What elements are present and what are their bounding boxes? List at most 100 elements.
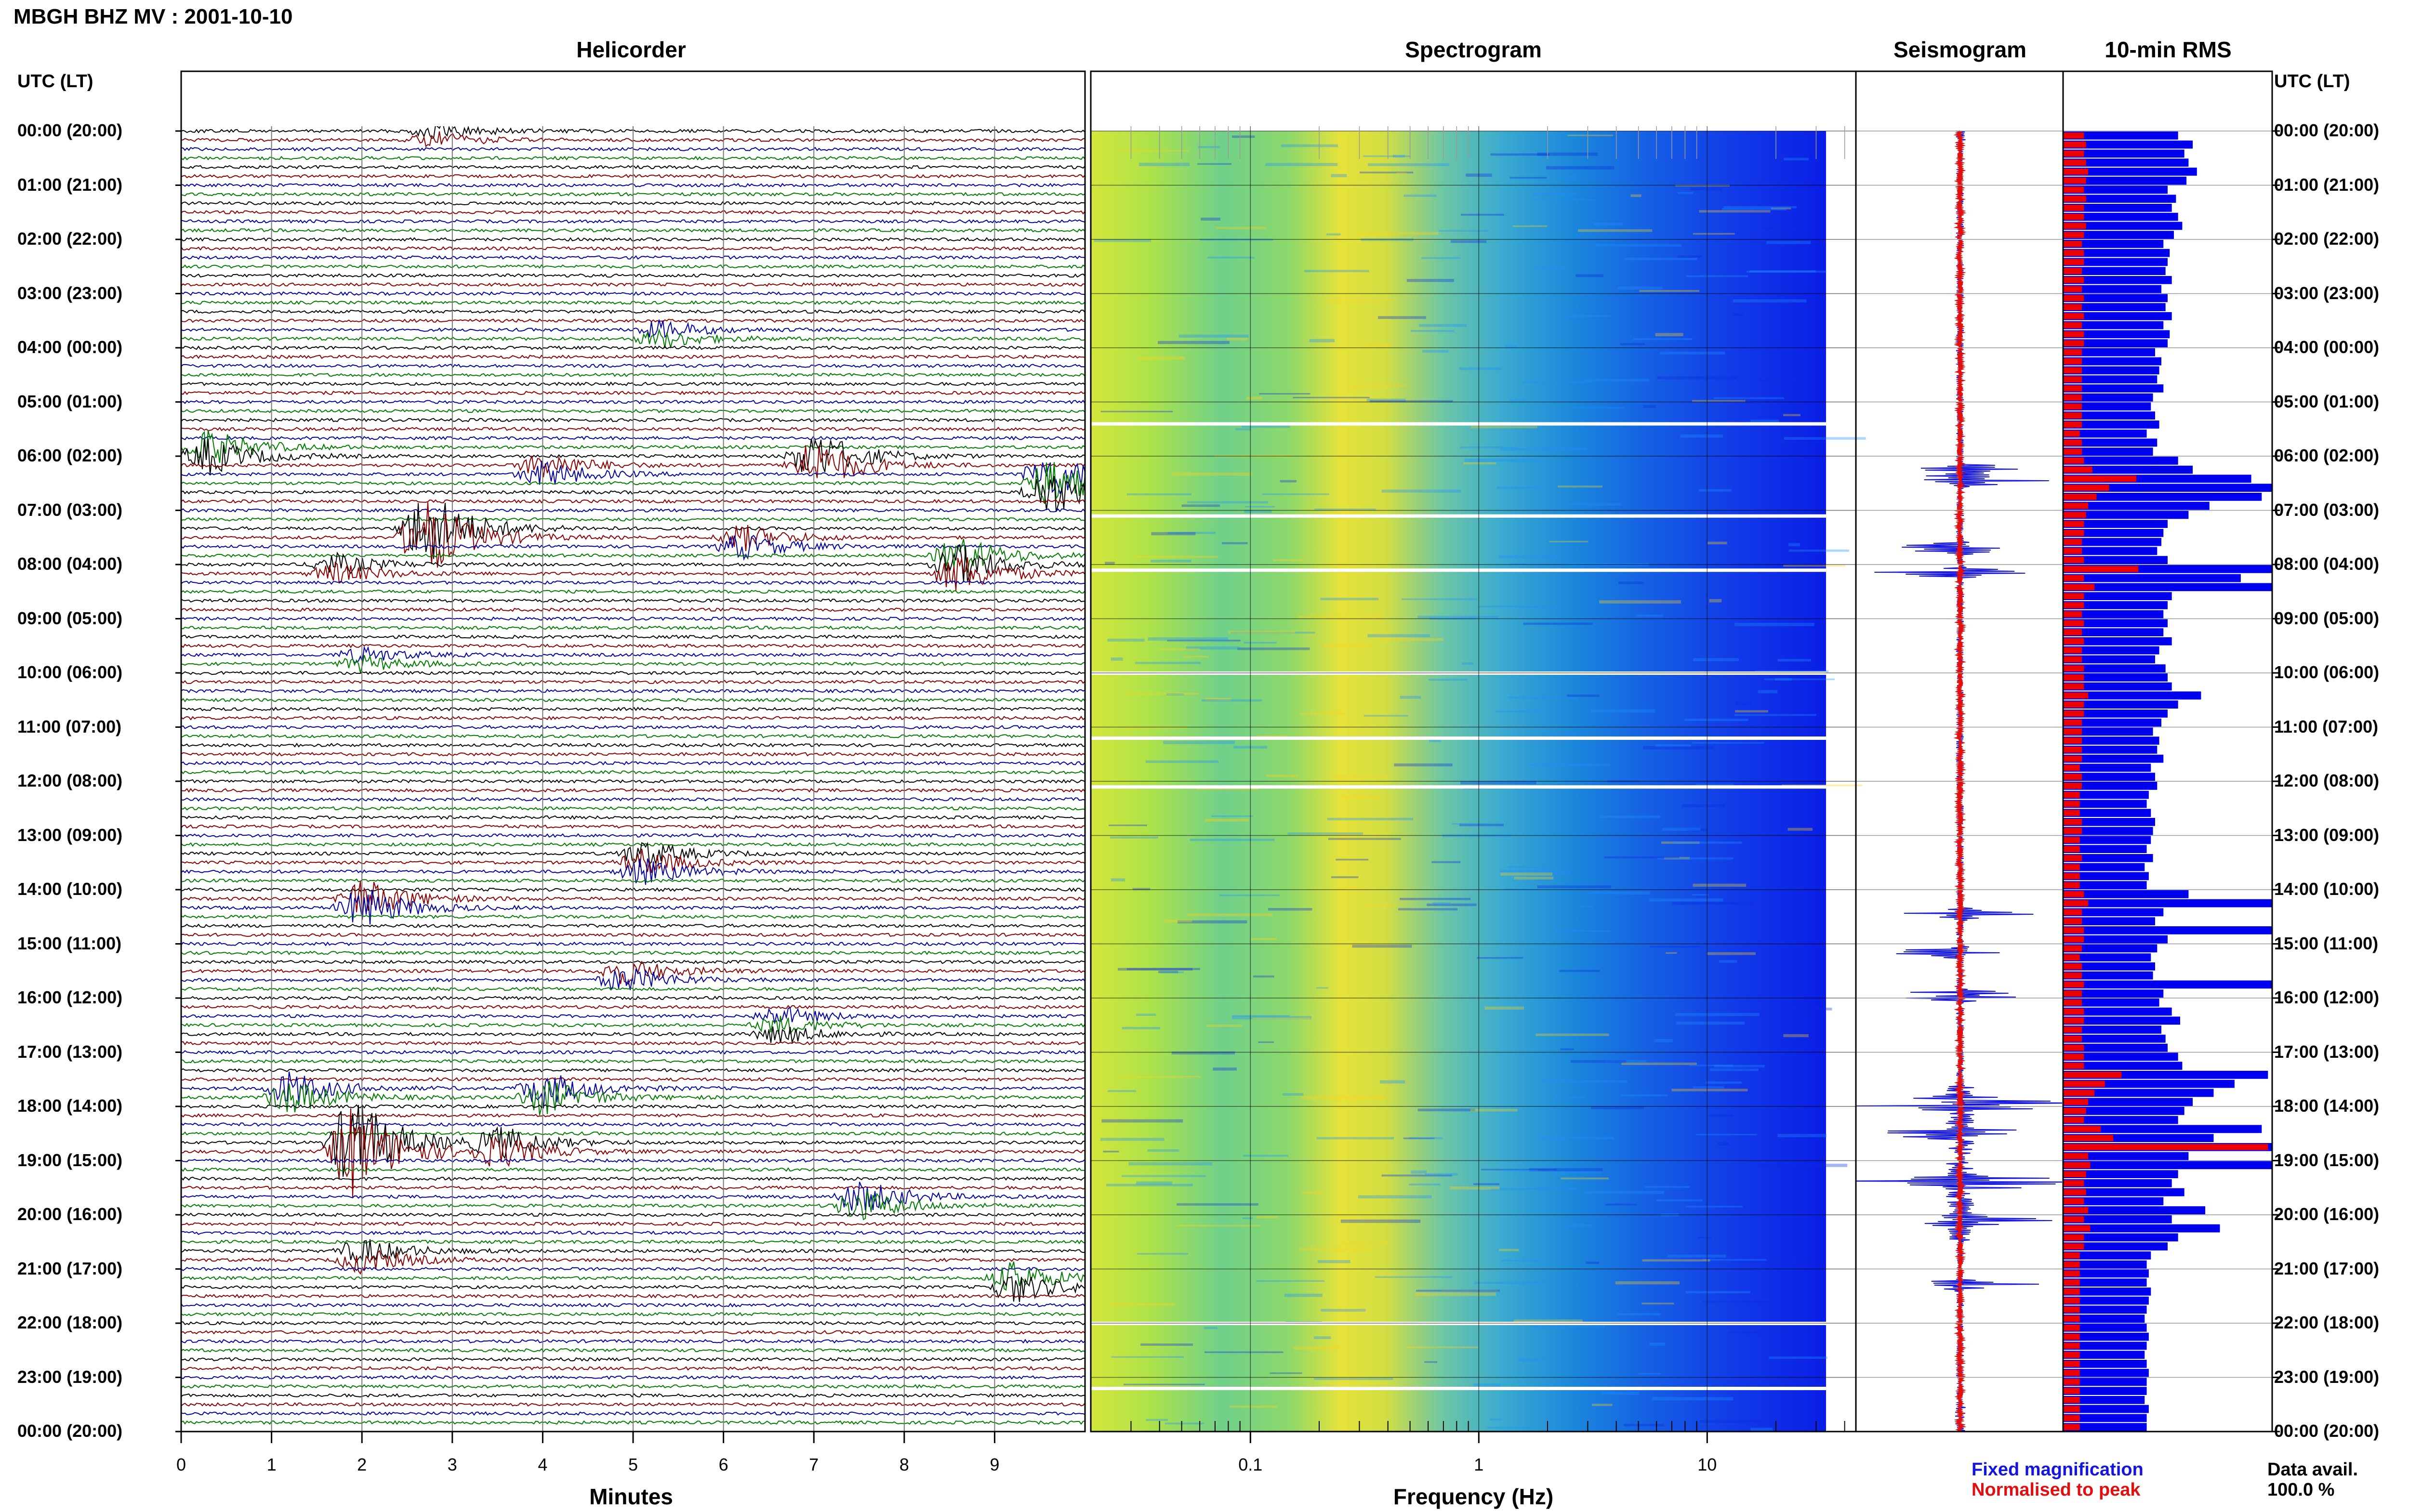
spectrogram-streak [1490,1418,1502,1421]
rms-fixed-bar [2063,303,2166,311]
spectrogram-streak [1570,1060,1627,1063]
rms-normalised-bar [2063,665,2084,671]
rms-normalised-bar [2063,1063,2084,1069]
spectrogram-streak [1620,1094,1668,1097]
spectrogram-streak [1393,155,1405,158]
spectrogram-streak [1473,1383,1501,1387]
spectrogram-streak [1403,1137,1435,1139]
rms-fixed-bar [2063,366,2159,375]
spectrogram-streak [1735,702,1752,705]
spectrogram-streak [1617,287,1663,289]
rms-fixed-bar [2063,212,2178,221]
rms-normalised-bar [2063,295,2084,302]
spectrogram-streak [1553,1097,1585,1099]
rms-normalised-bar [2063,882,2080,888]
hour-label: 20:00 (16:00) [2274,1204,2380,1224]
rms-fixed-bar [2063,800,2147,808]
hour-label: 08:00 (04:00) [2274,554,2380,574]
spectrogram-streak [1509,177,1547,179]
spectrogram-streak [1246,396,1263,400]
spectrogram-streak [1535,1033,1609,1036]
rms-fixed-bar [2063,664,2166,672]
rms-normalised-bar [2063,963,2082,970]
rms-fixed-bar [2063,691,2201,700]
rms-fixed-bar [2063,185,2168,194]
spectrogram-streak [1777,1134,1827,1137]
spectrogram-streak [1428,679,1468,681]
spectrogram-streak [1707,952,1756,955]
spectrogram-streak [1186,646,1240,650]
spectrogram-streak [1451,823,1489,825]
spectrogram-streak [1668,1254,1726,1258]
rms-normalised-bar [2063,512,2086,518]
spectrogram-streak [1596,244,1681,247]
minute-tick-label: 1 [266,1455,277,1474]
spectrogram-streak [1459,367,1502,370]
spectrogram-streak [1501,1260,1542,1262]
spectrogram-gap [1091,1387,1826,1390]
spectrogram-streak [1163,741,1235,744]
spectrogram-streak [1535,267,1565,270]
spectrogram-streak [1657,857,1734,860]
hour-label: 10:00 (06:00) [2274,662,2380,682]
minute-tick-label: 0 [176,1455,186,1474]
rms-fixed-bar [2063,1378,2147,1386]
rms-fixed-bar [2063,971,2153,980]
rms-normalised-bar [2063,213,2084,220]
rms-fixed-bar [2063,312,2172,320]
spectrogram-streak [1396,172,1407,174]
rms-normalised-bar [2063,1288,2080,1295]
rms-normalised-bar [2063,891,2084,897]
panel-frames [180,70,2280,1443]
hour-label: 08:00 (04:00) [17,554,123,574]
spectrogram-streak [1280,480,1297,483]
hour-label: 03:00 (23:00) [2274,283,2380,303]
helicorder-panel [175,126,1085,1433]
spectrogram-streak [1490,1188,1577,1191]
rms-fixed-bar [2063,1026,2161,1034]
spectrogram-gap [1091,785,1826,789]
spectrogram-streak [1593,222,1623,226]
rms-normalised-bar [2063,177,2086,184]
rms-fixed-bar [2063,1315,2145,1323]
hour-label: 07:00 (03:00) [2274,500,2380,520]
spectrogram-streak [1630,194,1641,197]
spectrogram-streak [1680,434,1723,438]
spectrogram-streak [1531,1325,1605,1328]
rms-normalised-bar [2063,1135,2114,1141]
rms-fixed-bar [2063,763,2151,772]
hour-label: 12:00 (08:00) [2274,771,2380,790]
rms-normalised-bar [2063,385,2082,392]
spectrogram-streak [1107,638,1145,642]
spectrogram-streak [1717,1142,1729,1145]
spectrogram-streak [1237,647,1310,650]
rms-normalised-bar [2063,909,2082,916]
spectrogram-streak [1318,1260,1350,1263]
spectrogram-streak [1402,598,1478,600]
rms-normalised-bar [2063,241,2082,247]
spectrogram-streak [1536,1187,1548,1190]
spectrogram-streak [1177,1203,1258,1206]
spectrogram-streak [1777,658,1811,662]
rms-normalised-bar [2063,593,2084,599]
rms-fixed-bar [2063,1396,2145,1404]
spectrogram-streak [1207,256,1255,259]
spectrogram-streak [1357,232,1439,235]
spectrogram-streak [1530,763,1610,766]
rms-normalised-bar [2063,1036,2082,1042]
spectrogram-streak [1126,493,1191,496]
rms-fixed-bar [2063,809,2151,817]
rms-fixed-bar [2063,1062,2183,1070]
spectrogram-streak [1625,258,1698,261]
spectrogram-streak [1293,396,1370,398]
rms-normalised-bar [2063,232,2084,238]
spectrogram-streak [1326,233,1341,236]
legend-normalised: Normalised to peak [1972,1480,2141,1500]
rms-fixed-bar [2063,1179,2172,1187]
spectrogram-streak [1775,678,1792,681]
rms-fixed-bar [2063,592,2172,600]
spectrogram-streak [1462,662,1473,665]
rms-normalised-bar [2063,494,2097,500]
spectrogram-streak [1332,775,1391,777]
rms-normalised-bar [2063,1180,2084,1186]
